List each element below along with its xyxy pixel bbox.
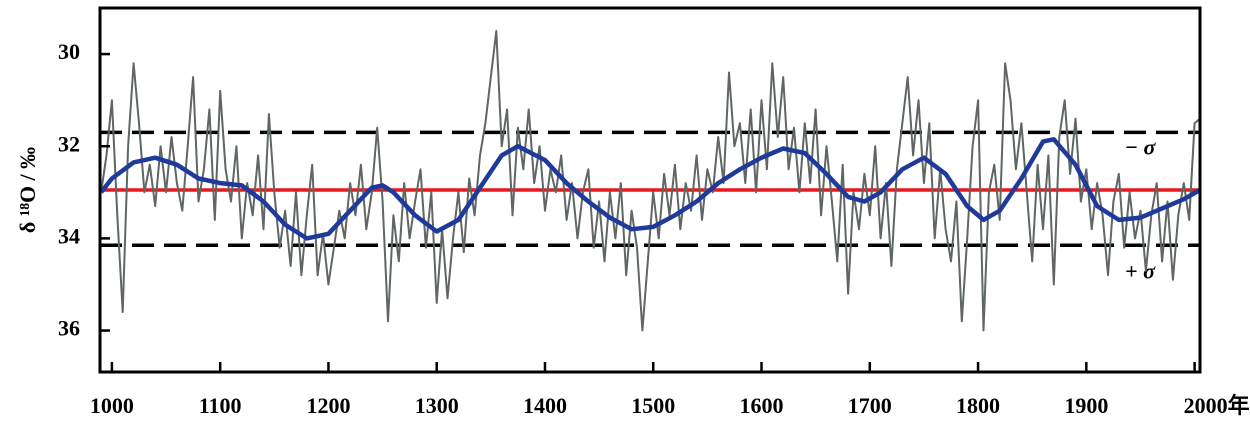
x-tick-label: 1200 <box>306 393 350 418</box>
x-tick-label: 1300 <box>415 393 459 418</box>
x-tick-label: 1000 <box>90 393 134 418</box>
sigma-label: − σ <box>1125 134 1157 159</box>
smoothed-line <box>99 137 1202 241</box>
x-tick-label: 1600 <box>740 393 784 418</box>
y-tick-label: 36 <box>58 316 80 341</box>
x-tick-label: 2000年 <box>1184 393 1250 418</box>
y-tick-label: 32 <box>58 131 80 156</box>
y-axis-label: δ ¹⁸O / ‰ <box>15 147 40 233</box>
y-tick-label: 30 <box>58 39 80 64</box>
proxy-line <box>100 30 1201 332</box>
sigma-label: + σ <box>1125 258 1156 283</box>
x-tick-label: 1800 <box>956 393 1000 418</box>
x-tick-label: 1700 <box>848 393 892 418</box>
x-tick-label: 1900 <box>1064 393 1108 418</box>
x-tick-label: 1100 <box>199 393 242 418</box>
x-tick-label: 1500 <box>631 393 675 418</box>
x-tick-label: 1400 <box>523 393 567 418</box>
plot-frame <box>98 6 1202 374</box>
y-tick-label: 34 <box>58 223 80 248</box>
